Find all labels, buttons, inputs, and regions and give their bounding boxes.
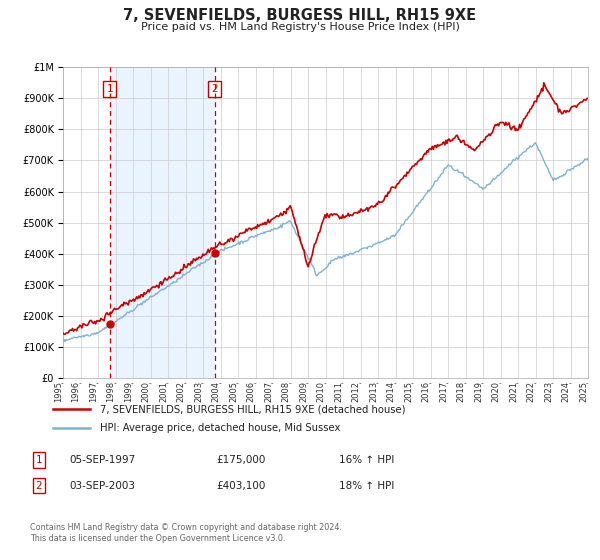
- Text: 7, SEVENFIELDS, BURGESS HILL, RH15 9XE: 7, SEVENFIELDS, BURGESS HILL, RH15 9XE: [124, 8, 476, 24]
- Text: 2014: 2014: [386, 381, 395, 402]
- Text: £175,000: £175,000: [216, 455, 265, 465]
- Text: 2006: 2006: [247, 381, 256, 402]
- Text: 05-SEP-1997: 05-SEP-1997: [69, 455, 135, 465]
- Text: 2018: 2018: [457, 381, 466, 402]
- Text: 2: 2: [35, 480, 43, 491]
- Text: 16% ↑ HPI: 16% ↑ HPI: [339, 455, 394, 465]
- Text: 2009: 2009: [299, 381, 308, 402]
- Text: 1999: 1999: [124, 381, 133, 402]
- Text: Contains HM Land Registry data © Crown copyright and database right 2024.: Contains HM Land Registry data © Crown c…: [30, 523, 342, 532]
- Bar: [110, 67, 215, 378]
- Text: £403,100: £403,100: [216, 480, 265, 491]
- Text: 2011: 2011: [334, 381, 343, 402]
- Text: 2010: 2010: [317, 381, 325, 402]
- Text: 1: 1: [106, 84, 113, 94]
- Text: This data is licensed under the Open Government Licence v3.0.: This data is licensed under the Open Gov…: [30, 534, 286, 543]
- Text: 1997: 1997: [89, 381, 98, 402]
- Text: 2008: 2008: [281, 381, 290, 402]
- Text: 2022: 2022: [527, 381, 536, 402]
- Text: 2002: 2002: [176, 381, 185, 402]
- Text: 2012: 2012: [352, 381, 361, 402]
- Text: 7, SEVENFIELDS, BURGESS HILL, RH15 9XE (detached house): 7, SEVENFIELDS, BURGESS HILL, RH15 9XE (…: [100, 404, 406, 414]
- Text: 2005: 2005: [229, 381, 238, 402]
- Text: 2025: 2025: [579, 381, 588, 402]
- Text: 2019: 2019: [474, 381, 483, 402]
- Text: 2004: 2004: [212, 381, 221, 402]
- Text: 2001: 2001: [159, 381, 168, 402]
- Text: 2: 2: [211, 84, 218, 94]
- Text: HPI: Average price, detached house, Mid Sussex: HPI: Average price, detached house, Mid …: [100, 423, 340, 433]
- Text: 2020: 2020: [491, 381, 500, 402]
- Text: 2003: 2003: [194, 381, 203, 402]
- Text: 1996: 1996: [71, 381, 80, 402]
- Text: 2015: 2015: [404, 381, 413, 402]
- Text: 03-SEP-2003: 03-SEP-2003: [69, 480, 135, 491]
- Text: 2013: 2013: [369, 381, 378, 402]
- Text: 1995: 1995: [54, 381, 63, 402]
- Text: 2017: 2017: [439, 381, 448, 402]
- Text: Price paid vs. HM Land Registry's House Price Index (HPI): Price paid vs. HM Land Registry's House …: [140, 22, 460, 32]
- Text: 2007: 2007: [264, 381, 273, 402]
- Text: 2024: 2024: [562, 381, 571, 402]
- Text: 18% ↑ HPI: 18% ↑ HPI: [339, 480, 394, 491]
- Text: 1998: 1998: [107, 381, 115, 402]
- Text: 2021: 2021: [509, 381, 518, 402]
- Text: 1: 1: [35, 455, 43, 465]
- Text: 2016: 2016: [421, 381, 430, 402]
- Text: 2023: 2023: [544, 381, 553, 402]
- Text: 2000: 2000: [142, 381, 151, 402]
